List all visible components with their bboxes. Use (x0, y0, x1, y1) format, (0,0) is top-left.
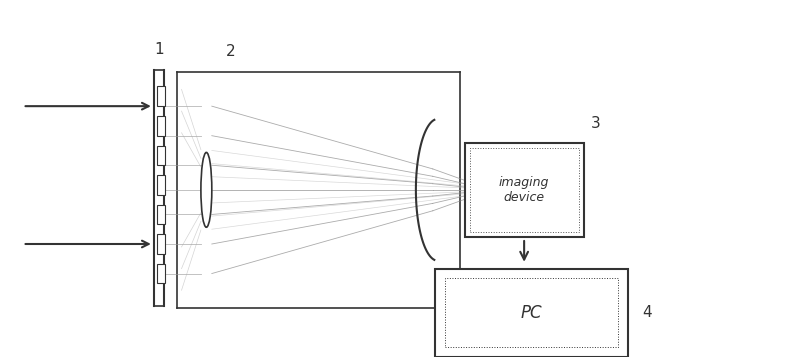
Bar (157, 145, 165, 165)
Text: 4: 4 (642, 305, 652, 320)
Bar (445, 357, 618, 360)
Text: 1: 1 (154, 42, 163, 57)
Bar (157, 264, 165, 283)
Bar (157, 86, 165, 106)
Text: PC: PC (521, 304, 542, 322)
Bar (445, 278, 618, 347)
Text: imaging
device: imaging device (499, 176, 550, 204)
Ellipse shape (201, 152, 212, 227)
Bar (157, 116, 165, 136)
Bar (157, 175, 165, 195)
Bar (157, 204, 165, 224)
Bar (465, 143, 584, 237)
Bar (157, 234, 165, 254)
Bar (434, 269, 629, 357)
Text: 3: 3 (590, 116, 601, 131)
Text: 2: 2 (226, 44, 236, 59)
Bar (470, 148, 578, 232)
